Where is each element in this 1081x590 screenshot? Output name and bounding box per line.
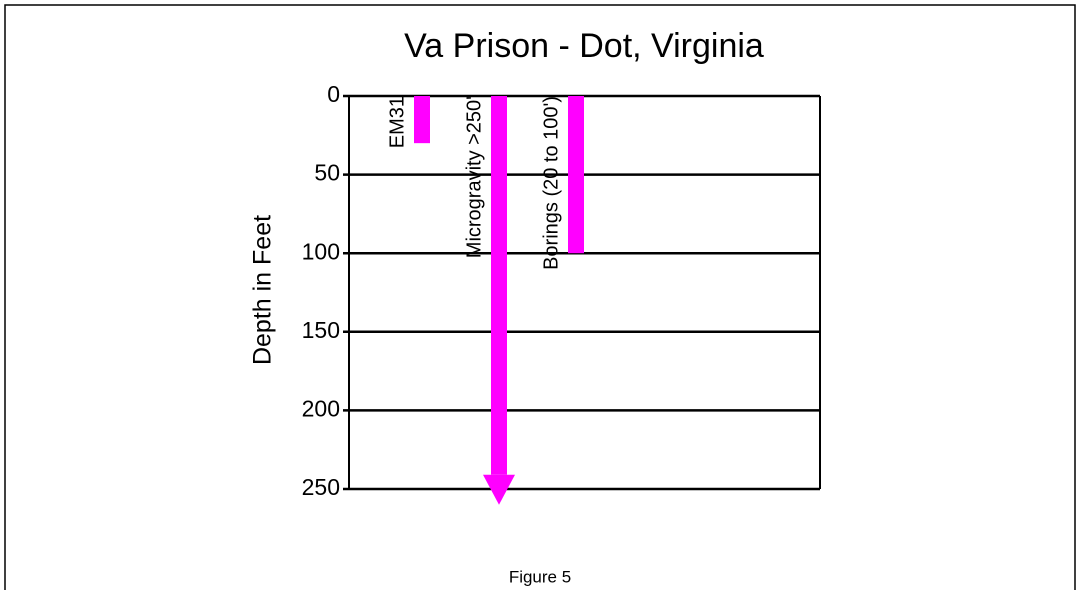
y-tick-label: 200 <box>302 395 340 421</box>
bar <box>414 96 430 144</box>
y-tick-label: 50 <box>314 160 340 186</box>
y-tick-label: 150 <box>302 317 340 343</box>
chart-title: Va Prison - Dot, Virginia <box>404 27 764 65</box>
bar-label: EM31 <box>386 96 408 148</box>
bar <box>568 96 584 254</box>
caption: Figure 5 <box>509 567 571 586</box>
bar-label: Borings (20 to 100') <box>540 96 562 270</box>
bar-label: Microgravity >250' <box>463 96 485 258</box>
arrow-head <box>483 474 515 505</box>
y-tick-label: 100 <box>302 238 340 264</box>
y-tick-label: 250 <box>302 474 340 500</box>
y-axis-label: Depth in Feet <box>249 215 277 365</box>
y-tick-label: 0 <box>327 81 340 107</box>
page-frame <box>4 4 1076 590</box>
bar <box>491 96 507 475</box>
